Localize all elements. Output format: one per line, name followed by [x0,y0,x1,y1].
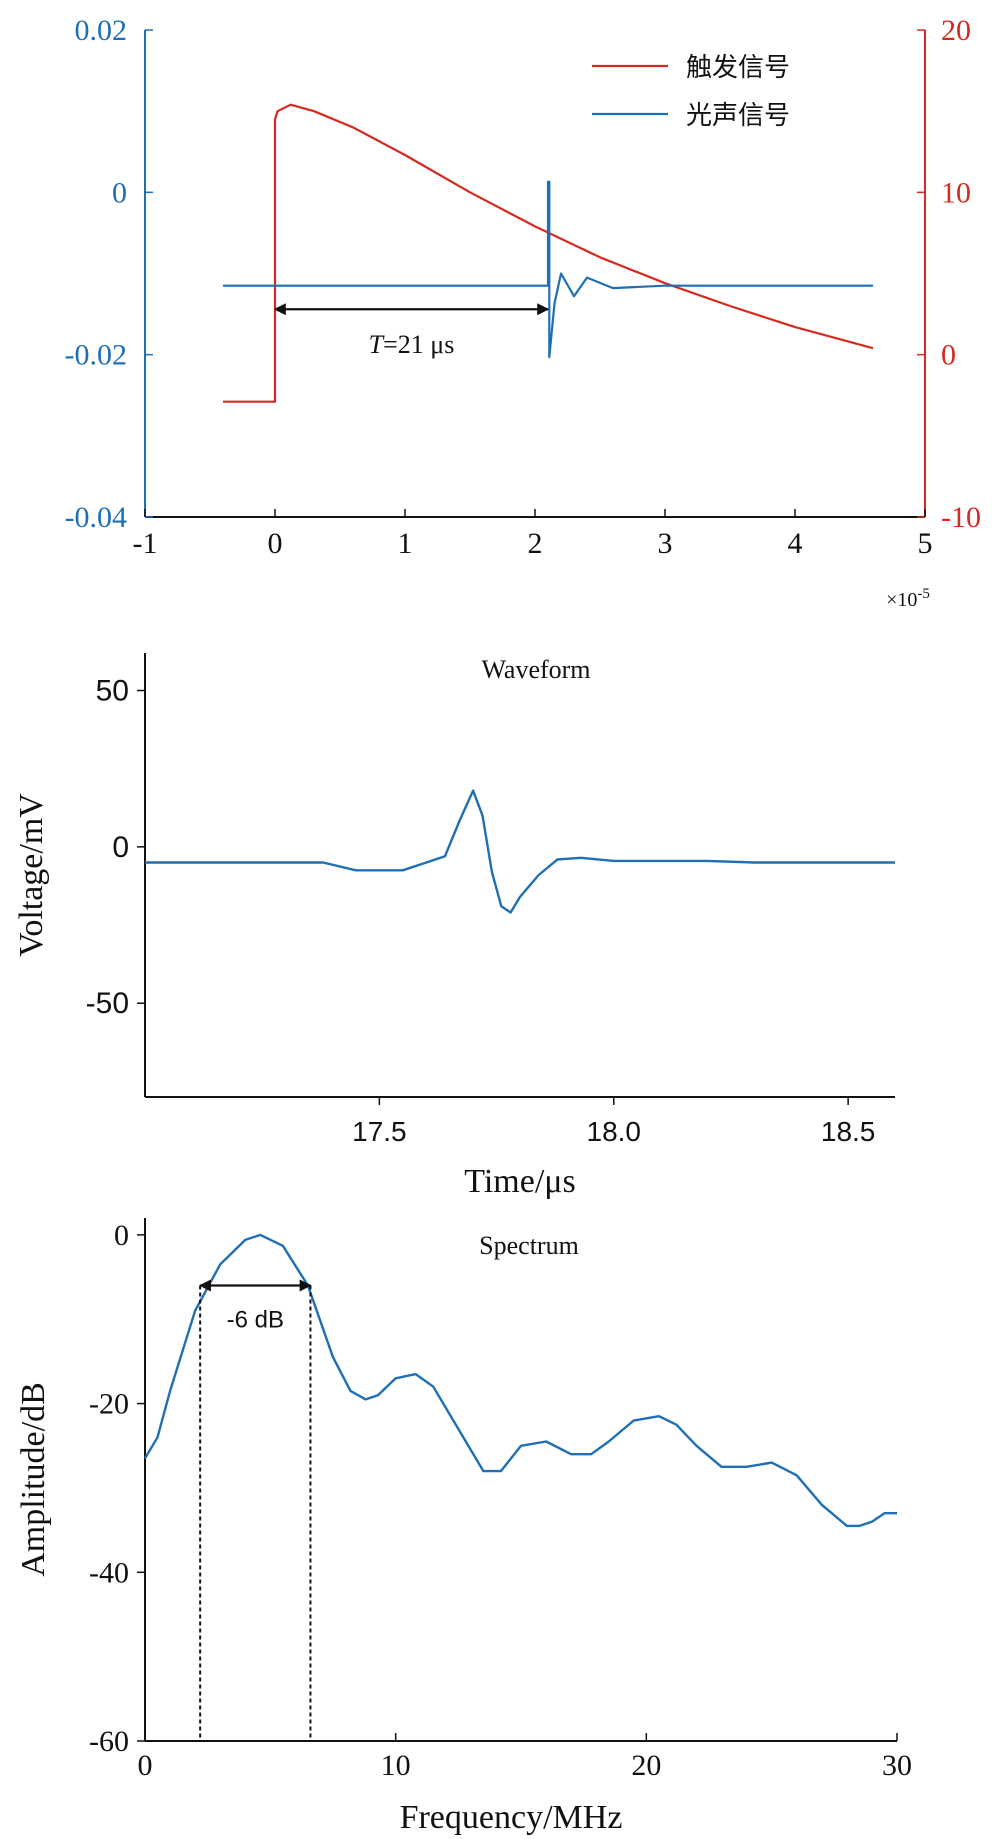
x-tick-label: 5 [918,527,933,560]
series-line [143,1233,897,1528]
x-tick-label: 0 [138,1749,153,1782]
chart-trigger-photoacoustic: -1 0 1 2 3 4 5×10-5-0.04-0.0200.02-1001020触发信号… [65,14,982,611]
x-tick-label: 18.0 [587,1116,642,1147]
series-line-2 [223,180,873,359]
right-y-tick-label: 0 [941,339,956,372]
legend-label: 光声信号 [686,101,790,131]
y-tick-label: -40 [89,1556,129,1589]
y-tick-label: -20 [89,1388,129,1421]
y-tick-label: 50 [96,675,129,708]
right-y-tick-label: 10 [941,176,971,209]
y-tick-label: -50 [86,987,129,1020]
x-tick-label: 1 [398,527,413,560]
y-axis-label: Voltage/mV [13,793,50,957]
legend-label: 触发信号 [686,53,790,83]
annotation-label: T=21 μs [369,330,455,359]
right-y-tick-label: -10 [941,501,981,534]
y-tick-label: 0 [112,831,129,864]
x-tick-label: 17.5 [352,1116,407,1147]
chart-waveform: 17.5 18.0 18.5 -50 0 50 Waveform Time/μs Voltage… [13,653,895,1200]
y-tick-label: 0 [114,1219,129,1252]
x-tick-label: 0 [268,527,283,560]
x-tick-label: 2 [528,527,543,560]
x-tick-label: 4 [788,527,803,560]
chart-spectrum: 0 10 20 30 -60 -40 -20 0 Spectrum Frequency/MHz Am… [15,1218,912,1836]
annotation-label: -6 dB [227,1306,284,1333]
x-tick-label: 20 [631,1749,661,1782]
x-multiplier: ×10-5 [886,586,930,611]
x-axis-label: Frequency/MHz [400,1799,623,1836]
left-y-tick-label: 0.02 [75,14,128,47]
series-line-1 [223,103,874,403]
right-y-tick-label: 20 [941,14,971,47]
chart-title: Waveform [481,655,590,684]
left-y-tick-label: -0.04 [65,501,128,534]
left-y-tick-label: -0.02 [65,339,128,372]
x-tick-label: 30 [882,1749,912,1782]
x-tick-label: 10 [381,1749,411,1782]
x-tick-label: 3 [658,527,673,560]
chart-title: Spectrum [479,1231,579,1260]
x-axis-label: Time/μs [464,1163,575,1200]
y-tick-label: -60 [89,1725,129,1758]
series-line [145,789,895,914]
left-y-tick-label: 0 [112,176,127,209]
y-axis-label: Amplitude/dB [15,1382,52,1577]
x-tick-label: 18.5 [821,1116,876,1147]
x-tick-label: -1 [133,527,158,560]
